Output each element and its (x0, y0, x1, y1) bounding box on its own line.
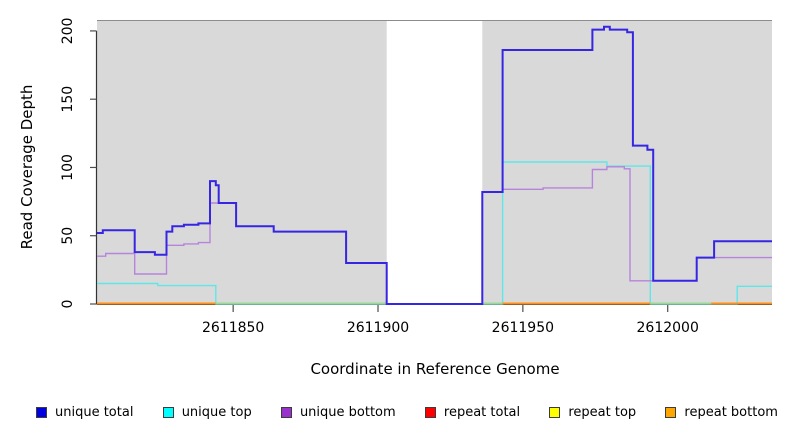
legend-item-repeat-total: repeat total (424, 404, 521, 420)
y-axis-label: Read Coverage Depth (18, 85, 36, 250)
y-tick-label: 50 (60, 227, 76, 245)
legend-item-unique-top: unique top (162, 404, 252, 420)
legend-label: unique bottom (299, 404, 396, 420)
legend-swatch-icon (549, 406, 561, 418)
legend-label: unique total (55, 404, 134, 420)
y-tick-label: 150 (60, 86, 76, 113)
legend-label: unique top (181, 404, 252, 420)
no-data-gap (386, 21, 483, 303)
legend-item-unique-total: unique total (36, 405, 133, 420)
legend-swatch-icon (665, 406, 677, 418)
y-tick-label: 200 (60, 18, 76, 45)
y-tick-label: 0 (60, 300, 76, 309)
legend: unique total unique top unique bottom repea… (0, 396, 792, 428)
x-axis-label: Coordinate in Reference Genome (310, 360, 559, 378)
legend-label: repeat total (443, 404, 521, 420)
y-tick-label: 100 (60, 154, 76, 181)
legend-swatch-icon (280, 406, 292, 418)
legend-item-repeat-bottom: repeat bottom (665, 405, 778, 420)
legend-label: repeat bottom (684, 404, 778, 420)
legend-item-unique-bottom: unique bottom (280, 404, 396, 420)
legend-swatch-icon (424, 406, 436, 418)
plot-area: 0 50 100 150 200 2611850 2611900 2611950 2612000 (60, 18, 772, 336)
x-tick-label: 2612000 (637, 320, 699, 336)
legend-item-repeat-top: repeat top (549, 405, 636, 420)
x-tick-label: 2611950 (492, 320, 554, 336)
coverage-plot: 0 50 100 150 200 2611850 2611900 2611950 2612000… (18, 18, 772, 378)
legend-label: repeat top (568, 404, 637, 420)
coverage-chart: 0 50 100 150 200 2611850 2611900 2611950 2612000… (18, 18, 772, 378)
x-tick-label: 2611850 (202, 320, 264, 336)
x-tick-label: 2611900 (347, 320, 409, 336)
series-unique-total (97, 25, 772, 305)
legend-swatch-icon (36, 406, 47, 418)
legend-swatch-icon (162, 406, 174, 418)
